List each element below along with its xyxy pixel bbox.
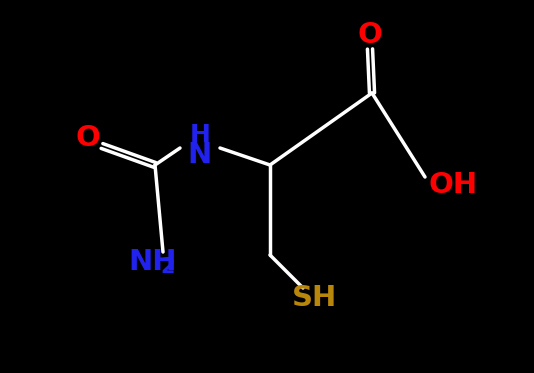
Text: O: O xyxy=(76,124,100,152)
Text: H: H xyxy=(190,123,210,147)
Text: N: N xyxy=(188,141,212,169)
Text: 2: 2 xyxy=(160,257,175,277)
Text: O: O xyxy=(358,21,382,49)
Text: NH: NH xyxy=(128,248,177,276)
Text: SH: SH xyxy=(293,284,337,312)
Text: OH: OH xyxy=(428,171,477,199)
